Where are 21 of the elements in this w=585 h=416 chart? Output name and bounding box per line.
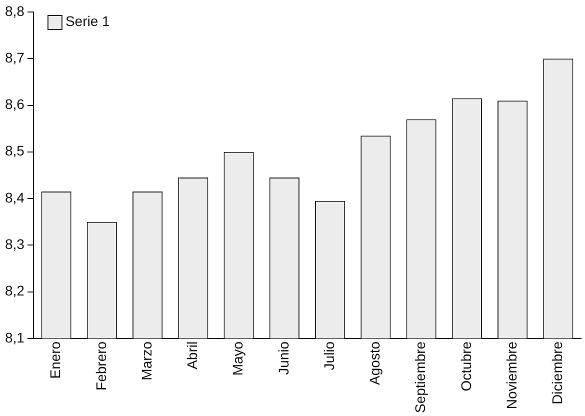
x-tick-label: Enero — [47, 341, 64, 379]
x-tick-label: Mayo — [230, 341, 246, 376]
x-tick-label: Julio — [320, 341, 337, 370]
x-tick-label: Junio — [275, 341, 292, 375]
x-tick-label: Diciembre — [549, 341, 566, 404]
y-tick-label: 8,6 — [4, 96, 25, 112]
y-tick-label: 8,1 — [4, 329, 25, 346]
x-tick-label: Septiembre — [412, 341, 428, 413]
x-tick-label: Noviembre — [503, 341, 520, 410]
x-tick-label: Agosto — [366, 341, 383, 385]
x-tick-label: Febrero — [92, 341, 109, 390]
x-tick-label: Abril — [184, 341, 200, 370]
legend-label: Serie 1 — [65, 12, 110, 29]
x-tick-label: Octubre — [458, 341, 474, 392]
y-tick-label: 8,4 — [4, 189, 25, 206]
y-tick-label: 8,7 — [4, 49, 25, 66]
y-tick-label: 8,2 — [4, 282, 25, 299]
y-tick-label: 8,5 — [4, 142, 25, 159]
y-tick-label: 8,8 — [4, 2, 25, 19]
x-tick-label: Marzo — [138, 341, 154, 380]
y-tick-label: 8,3 — [4, 236, 25, 252]
